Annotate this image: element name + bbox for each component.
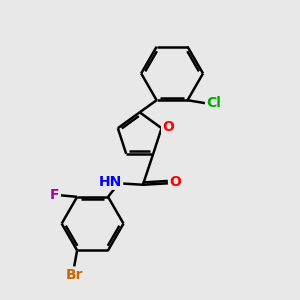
Text: O: O [169, 175, 181, 189]
Text: Cl: Cl [206, 96, 221, 110]
Text: HN: HN [99, 175, 122, 189]
Text: O: O [162, 120, 174, 134]
Text: Br: Br [65, 268, 83, 282]
Text: F: F [50, 188, 59, 203]
